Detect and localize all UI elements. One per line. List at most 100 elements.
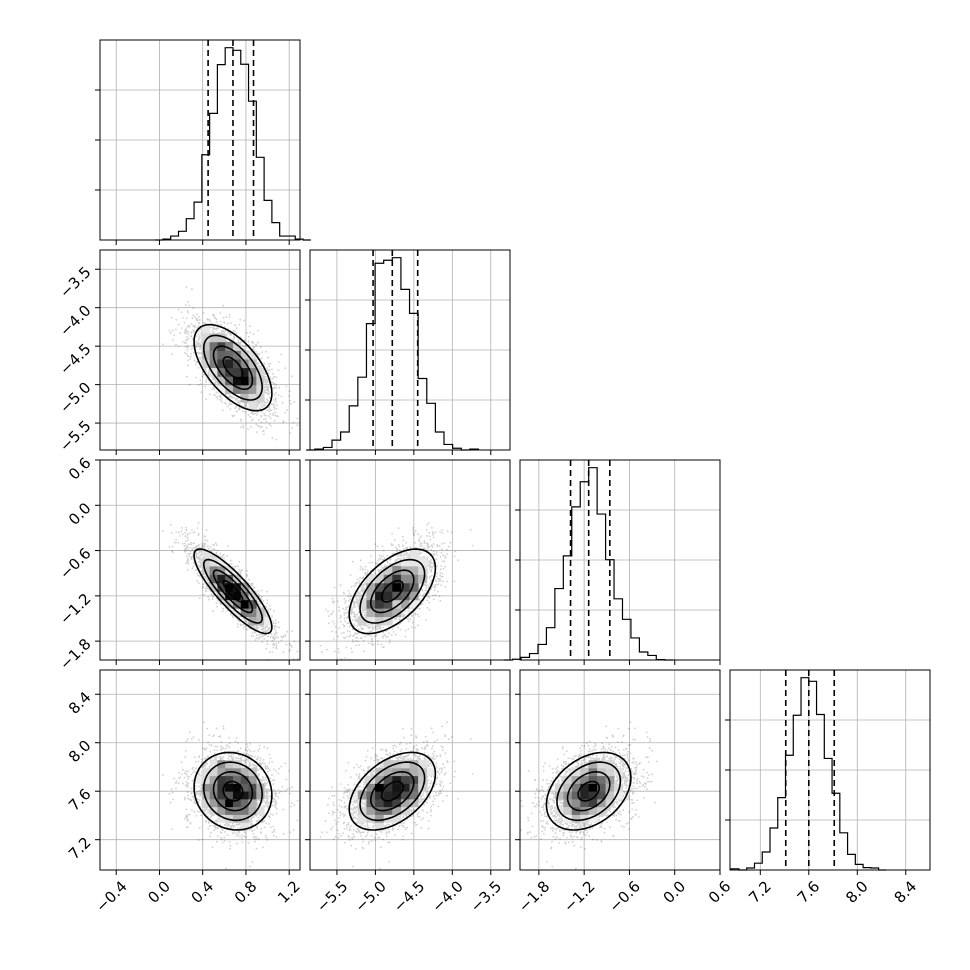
sample-point bbox=[185, 304, 187, 306]
sample-point bbox=[235, 398, 238, 401]
sample-point bbox=[268, 392, 270, 395]
sample-point bbox=[256, 353, 259, 356]
sample-point bbox=[196, 327, 198, 329]
sample-point bbox=[185, 317, 188, 319]
sample-point bbox=[263, 362, 266, 365]
sample-point bbox=[226, 333, 228, 336]
sample-point bbox=[228, 401, 231, 404]
y-tick-label: −5.0 bbox=[56, 378, 94, 416]
sample-point bbox=[268, 423, 271, 425]
sample-point bbox=[175, 538, 177, 541]
sample-point bbox=[239, 426, 242, 429]
sample-point bbox=[192, 565, 195, 568]
sample-point bbox=[260, 416, 263, 418]
sample-point bbox=[278, 386, 281, 389]
panel-frame bbox=[99, 249, 301, 451]
sample-point bbox=[269, 409, 272, 412]
sample-point bbox=[222, 330, 225, 332]
sample-point bbox=[265, 350, 268, 353]
y-tick-label: −4.5 bbox=[56, 340, 94, 378]
panel-1-0 bbox=[95, 249, 301, 455]
sample-point bbox=[212, 595, 214, 598]
sample-point bbox=[194, 344, 197, 347]
sample-point bbox=[277, 641, 280, 644]
sample-point bbox=[266, 367, 268, 369]
sample-point bbox=[264, 404, 267, 406]
sample-point bbox=[200, 391, 203, 393]
sample-point bbox=[265, 386, 268, 389]
sample-point bbox=[187, 549, 190, 551]
sample-point bbox=[198, 315, 200, 318]
sample-point bbox=[189, 358, 192, 360]
sample-point bbox=[169, 523, 172, 526]
sample-point bbox=[195, 360, 198, 363]
sample-point bbox=[195, 345, 198, 348]
sample-point bbox=[261, 351, 264, 353]
sample-point bbox=[197, 367, 200, 369]
sample-point bbox=[291, 427, 294, 429]
sample-point bbox=[292, 421, 295, 424]
sample-point bbox=[186, 339, 189, 341]
sample-point bbox=[266, 389, 269, 392]
sample-point bbox=[273, 386, 276, 389]
sample-point bbox=[199, 356, 201, 359]
sample-point bbox=[245, 403, 248, 406]
sample-point bbox=[261, 403, 263, 405]
sample-point bbox=[213, 388, 216, 391]
sample-point bbox=[263, 405, 265, 407]
sample-point bbox=[183, 545, 186, 548]
sample-point bbox=[238, 323, 240, 326]
sample-point bbox=[258, 634, 261, 636]
sample-point bbox=[171, 329, 174, 332]
sample-point bbox=[274, 411, 277, 414]
sample-point bbox=[242, 623, 245, 626]
sample-point bbox=[199, 348, 201, 350]
sample-point bbox=[205, 370, 208, 373]
sample-point bbox=[236, 397, 239, 400]
sample-point bbox=[268, 396, 271, 399]
sample-point bbox=[269, 362, 272, 365]
sample-point bbox=[285, 643, 288, 646]
sample-point bbox=[199, 343, 202, 346]
sample-point bbox=[275, 407, 278, 410]
sample-point bbox=[268, 410, 271, 413]
sample-point bbox=[252, 418, 254, 421]
sample-point bbox=[220, 323, 223, 326]
sample-point bbox=[191, 549, 194, 552]
sample-point bbox=[264, 418, 267, 420]
sample-point bbox=[267, 387, 270, 390]
sample-point bbox=[261, 410, 263, 413]
sample-point bbox=[218, 395, 221, 398]
sample-point bbox=[233, 329, 236, 332]
sample-point bbox=[196, 341, 199, 344]
sample-point bbox=[249, 425, 252, 428]
sample-point bbox=[228, 332, 231, 335]
sample-point bbox=[252, 333, 255, 335]
sample-point bbox=[251, 341, 253, 344]
sample-point bbox=[242, 345, 245, 347]
sample-point bbox=[266, 389, 269, 392]
sample-point bbox=[273, 375, 275, 378]
sample-point bbox=[280, 353, 282, 356]
sample-point bbox=[235, 327, 238, 330]
sample-point bbox=[258, 352, 261, 355]
sample-point bbox=[183, 332, 186, 334]
sample-point bbox=[269, 635, 272, 638]
sample-point bbox=[228, 313, 231, 316]
sample-point bbox=[192, 325, 195, 327]
sample-point bbox=[256, 425, 259, 427]
sample-point bbox=[170, 532, 173, 534]
sample-point bbox=[204, 385, 207, 388]
sample-point bbox=[250, 584, 253, 587]
sample-point bbox=[186, 346, 189, 349]
sample-point bbox=[187, 563, 190, 565]
sample-point bbox=[261, 406, 264, 408]
sample-point bbox=[208, 319, 211, 321]
sample-point bbox=[271, 651, 274, 653]
sample-point bbox=[259, 346, 262, 348]
sample-point bbox=[187, 312, 190, 314]
sample-point bbox=[258, 626, 260, 629]
sample-point bbox=[242, 424, 245, 427]
sample-point bbox=[261, 425, 263, 428]
sample-point bbox=[256, 634, 259, 637]
